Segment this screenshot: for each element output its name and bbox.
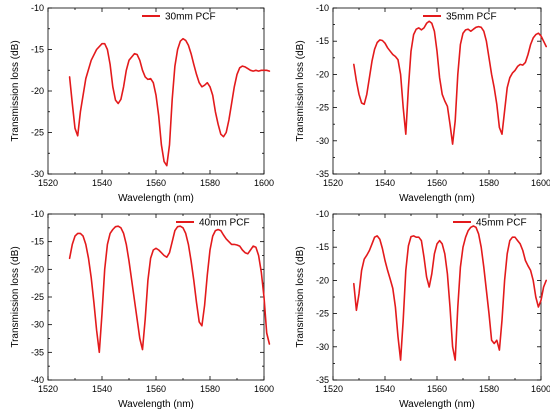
y-tick-label: -30: [316, 342, 329, 352]
legend-label: 40mm PCF: [199, 218, 250, 229]
x-tick-label: 1580: [479, 384, 499, 394]
y-tick-label: -35: [316, 169, 329, 179]
plot-frame: [47, 213, 265, 381]
x-tick-label: 1520: [323, 178, 343, 188]
x-tick-label: 1560: [146, 178, 166, 188]
x-tick-label: 1540: [92, 178, 112, 188]
y-axis-label: Transmission loss (dB): [10, 40, 21, 141]
plot-frame: [332, 213, 542, 381]
x-tick-label: 1560: [146, 384, 166, 394]
x-axis-label: Wavelength (nm): [399, 193, 475, 204]
y-tick-label: -10: [31, 3, 44, 13]
y-tick-label: -25: [316, 103, 329, 113]
legend-label: 45mm PCF: [476, 218, 527, 229]
y-tick-label: -10: [316, 3, 329, 13]
series-line-4: [352, 225, 548, 361]
y-tick-label: -30: [316, 136, 329, 146]
y-tick-label: -15: [31, 237, 44, 247]
chart-panel-3: 1520 1540 1560 1580 1600 -40 -35 -30 -25 -20 -15 -1…: [10, 209, 274, 410]
y-tick-label: -30: [31, 169, 44, 179]
y-tick-label: -20: [316, 275, 329, 285]
y-tick-label: -15: [316, 36, 329, 46]
x-tick-label: 1520: [38, 384, 58, 394]
y-tick-label: -30: [31, 320, 44, 330]
plot-frame: [47, 7, 265, 175]
x-tick-label: 1560: [427, 178, 447, 188]
chart-panel-4: 1520 1540 1560 1580 1600 -35 -30 -25 -20 -15 -10 Wa…: [295, 209, 550, 410]
x-tick-label: 1560: [427, 384, 447, 394]
y-axis-label: Transmission loss (dB): [10, 246, 21, 347]
y-tick-label: -10: [31, 209, 44, 219]
x-tick-label: 1600: [254, 178, 274, 188]
x-axis-label: Wavelength (nm): [118, 399, 194, 410]
y-axis-label: Transmission loss (dB): [295, 246, 306, 347]
x-tick-label: 1540: [375, 384, 395, 394]
y-tick-label: -40: [31, 375, 44, 385]
x-tick-label: 1520: [38, 178, 58, 188]
y-tick-label: -20: [31, 264, 44, 274]
y-tick-label: -25: [31, 292, 44, 302]
x-tick-label: 1540: [375, 178, 395, 188]
y-tick-label: -15: [31, 45, 44, 55]
y-tick-label: -10: [316, 209, 329, 219]
x-tick-label: 1600: [531, 384, 550, 394]
y-tick-label: -15: [316, 242, 329, 252]
series-line-1: [68, 37, 271, 167]
x-tick-label: 1580: [200, 384, 220, 394]
legend-label: 30mm PCF: [165, 12, 216, 23]
chart-panel-1: 1520 1540 1560 1580 1600 -30 -25 -20 -15 -10 Wavel…: [10, 3, 274, 204]
x-tick-label: 1540: [92, 384, 112, 394]
series-line-3: [68, 225, 271, 354]
x-axis-label: Wavelength (nm): [399, 399, 475, 410]
x-tick-label: 1580: [200, 178, 220, 188]
x-tick-label: 1520: [323, 384, 343, 394]
y-tick-label: -20: [316, 69, 329, 79]
y-tick-label: -25: [316, 309, 329, 319]
chart-panel-2: 1520 1540 1560 1580 1600 -35 -30 -25 -20 -15 -10 Wa…: [295, 3, 550, 204]
x-tick-label: 1600: [254, 384, 274, 394]
y-tick-label: -35: [31, 347, 44, 357]
y-axis-label: Transmission loss (dB): [295, 40, 306, 141]
x-tick-label: 1600: [531, 178, 550, 188]
y-tick-label: -25: [31, 128, 44, 138]
legend-label: 35mm PCF: [446, 12, 497, 23]
plot-frame: [332, 7, 542, 175]
y-tick-label: -20: [31, 86, 44, 96]
x-tick-label: 1580: [479, 178, 499, 188]
y-tick-label: -35: [316, 375, 329, 385]
x-axis-label: Wavelength (nm): [118, 193, 194, 204]
series-line-2: [352, 20, 548, 145]
